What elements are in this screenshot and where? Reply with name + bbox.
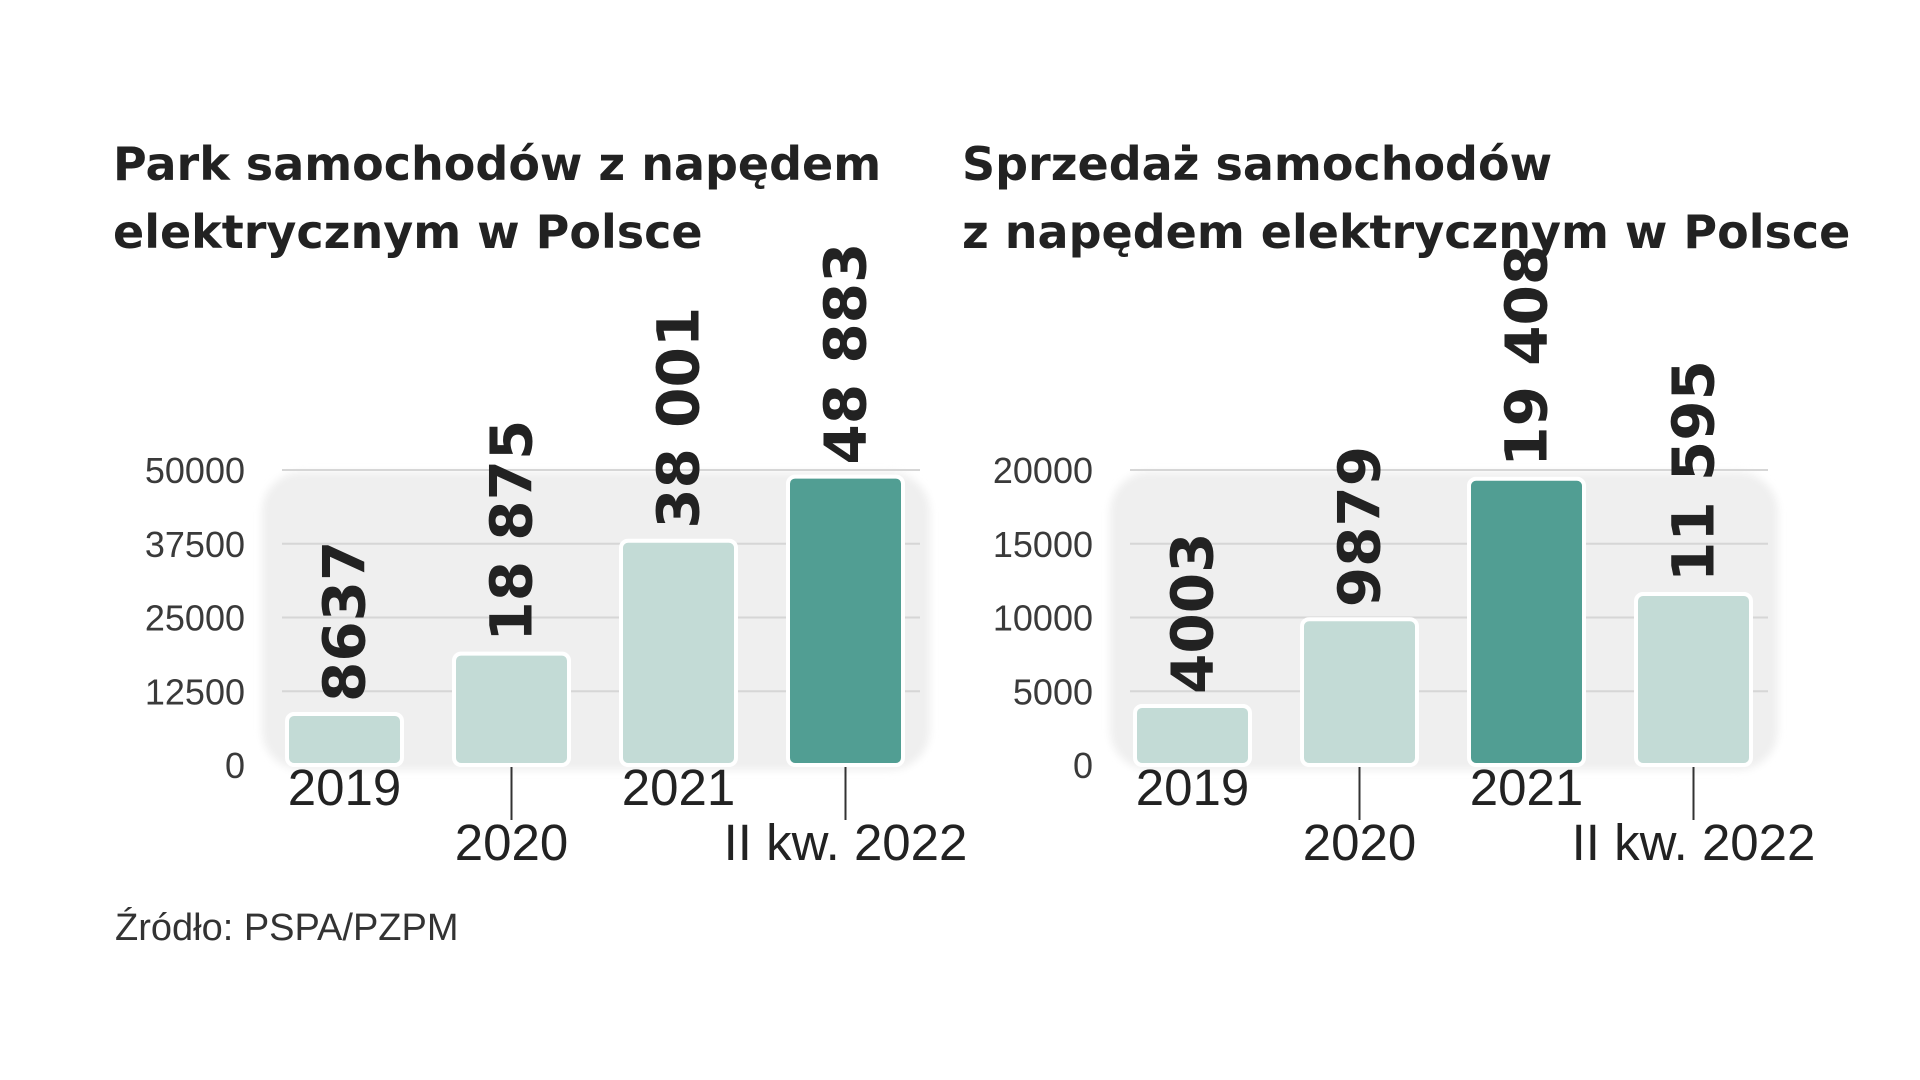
y-tick-label: 50000 — [145, 450, 245, 491]
bar-value-label: 19 408 — [1493, 245, 1561, 467]
bar-value-label: 38 001 — [645, 307, 713, 529]
bar-value-label: 11 595 — [1660, 360, 1728, 582]
y-tick-label: 12500 — [145, 671, 245, 712]
y-tick-label: 37500 — [145, 524, 245, 565]
bar — [786, 474, 905, 767]
bar-value-label: 18 875 — [478, 420, 546, 642]
y-tick-label: 0 — [1073, 745, 1093, 786]
bar — [452, 651, 571, 768]
category-label: 2021 — [1470, 759, 1583, 816]
chart-ev-fleet: Park samochodów z napędem elektrycznym w… — [113, 137, 967, 871]
y-tick-label: 0 — [225, 745, 245, 786]
plot-background — [262, 472, 930, 770]
category-label: 2020 — [1303, 814, 1416, 871]
y-tick-label: 5000 — [1013, 671, 1093, 712]
bar — [1634, 591, 1753, 767]
chart-title-line-1: Park samochodów z napędem — [113, 137, 881, 191]
y-tick-label: 15000 — [993, 524, 1093, 565]
chart-title-line-2: elektrycznym w Polsce — [113, 205, 703, 259]
category-label: 2021 — [622, 759, 735, 816]
y-tick-label: 20000 — [993, 450, 1093, 491]
chart-ev-sales: Sprzedaż samochodów z napędem elektryczn… — [962, 137, 1850, 871]
source-note: Źródło: PSPA/PZPM — [115, 906, 459, 949]
category-label: II kw. 2022 — [724, 814, 968, 871]
category-label: 2019 — [288, 759, 401, 816]
chart-title-line-2: z napędem elektrycznym w Polsce — [962, 205, 1850, 259]
bar — [619, 538, 738, 768]
y-tick-label: 25000 — [145, 598, 245, 639]
bar — [1467, 476, 1586, 767]
category-label: 2019 — [1136, 759, 1249, 816]
bar-value-label: 9879 — [1326, 446, 1394, 607]
category-label: 2020 — [455, 814, 568, 871]
plot-background — [1110, 472, 1778, 770]
bar-value-label: 8637 — [311, 541, 379, 702]
bar — [1300, 617, 1419, 767]
category-label: II kw. 2022 — [1572, 814, 1816, 871]
bar-value-label: 48 883 — [812, 243, 880, 465]
bar-value-label: 4003 — [1159, 533, 1227, 694]
bar — [1133, 703, 1252, 767]
bar — [285, 712, 404, 767]
y-tick-label: 10000 — [993, 598, 1093, 639]
chart-title-line-1: Sprzedaż samochodów — [962, 137, 1552, 191]
